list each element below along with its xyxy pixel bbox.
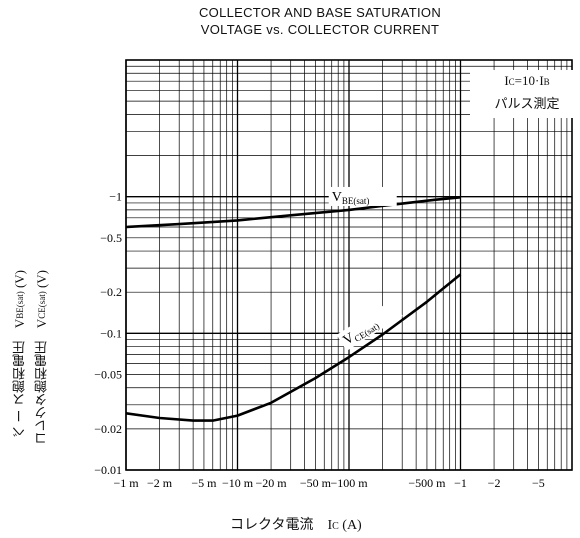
condition-note-line-2: パルス測定 xyxy=(494,96,560,111)
tick-labels: −1 m −2 m −5 m −10 m −20 m −50 m −100 m −500 m −… xyxy=(94,190,545,490)
x-tick-label: −2 m xyxy=(147,476,173,490)
x-tick-label: −2 xyxy=(488,476,501,490)
x-tick-label: −10 m xyxy=(222,476,254,490)
data-series xyxy=(125,196,462,422)
y-axis-label-vce: コレクタ飽和電圧 VCE(sat) (V) xyxy=(34,270,49,446)
condition-note: IC=10·IB パルス測定 xyxy=(470,70,580,118)
y-tick-label: −0.2 xyxy=(100,285,122,299)
x-tick-label: −500 m xyxy=(408,476,446,490)
x-tick-label: −1 xyxy=(454,476,467,490)
plot-frame xyxy=(125,59,573,471)
chart-title-line-1: COLLECTOR AND BASE SATURATION xyxy=(198,5,442,20)
y-tick-label: −0.5 xyxy=(100,231,122,245)
chart-title-line-2: VOLTAGE vs. COLLECTOR CURRENT xyxy=(200,22,440,37)
x-axis-label: コレクタ電流 IC (A) xyxy=(230,518,362,533)
x-tick-label: −5 m xyxy=(191,476,217,490)
x-tick-label: −100 m xyxy=(330,476,368,490)
y-tick-label: −0.02 xyxy=(94,422,122,436)
series-label-bg xyxy=(328,186,397,206)
series-line-vce-sat xyxy=(125,273,462,422)
grid-lines xyxy=(125,60,572,471)
series-line-vbe-sat xyxy=(125,196,461,229)
condition-note-line-1: IC=10·IB xyxy=(504,73,550,88)
x-tick-label: −50 m xyxy=(300,476,332,490)
x-tick-label: −1 m xyxy=(113,476,139,490)
series-label-bg xyxy=(336,299,403,351)
y-tick-label: −0.05 xyxy=(94,367,122,381)
series-label-vbe-sat: VBE(sat) xyxy=(332,190,370,206)
y-tick-label: −1 xyxy=(109,190,122,204)
x-tick-label: −20 m xyxy=(256,476,288,490)
y-tick-label: −0.01 xyxy=(94,463,122,477)
y-axis-label-vbe: ベ ー ス飽和電圧 VBE(sat) (V) xyxy=(12,270,27,439)
x-tick-label: −5 xyxy=(532,476,545,490)
y-tick-label: −0.1 xyxy=(100,326,122,340)
